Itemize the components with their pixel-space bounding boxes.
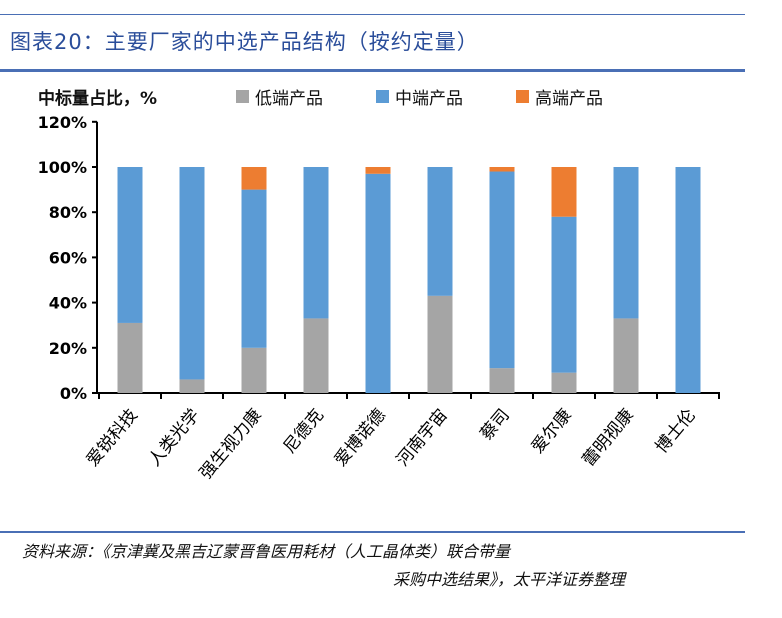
- bar-segment: [427, 167, 453, 296]
- source-note-line1: 资料来源：《京津冀及黑吉辽蒙晋鲁医用耗材（人工晶体类）联合带量: [22, 542, 511, 561]
- bottom-rule: [0, 531, 745, 533]
- bar-segment: [675, 167, 701, 393]
- legend-item-high: 高端产品: [516, 84, 603, 109]
- y-tick-label: 80%: [49, 203, 87, 222]
- bar-segment: [179, 167, 205, 380]
- x-tick-label: 尼德克: [280, 405, 328, 457]
- x-tick-label: 博士伦: [652, 405, 700, 457]
- bar-segment: [365, 173, 391, 393]
- bar-segment: [489, 171, 515, 369]
- bar-segment: [179, 379, 205, 393]
- legend-item-mid: 中端产品: [376, 84, 463, 109]
- x-tick-label: 爱锐科技: [83, 405, 142, 470]
- chart-title: 图表20：主要厂家的中选产品结构（按约定量）: [10, 30, 479, 54]
- x-tick-label: 蔡司: [477, 405, 514, 444]
- x-tick-label: 蕾明视康: [579, 405, 638, 470]
- bar-segment: [117, 167, 143, 323]
- legend-swatch: [236, 90, 249, 103]
- bar-segment: [241, 347, 267, 393]
- legend-label: 低端产品: [255, 89, 323, 109]
- x-tick-label: 爱尔康: [528, 405, 576, 457]
- legend-label: 中端产品: [395, 89, 463, 109]
- y-axis-label: 中标量占比，%: [38, 89, 158, 109]
- y-tick-label: 40%: [49, 294, 87, 313]
- bar-segment: [117, 322, 143, 393]
- bar-segment: [303, 167, 329, 319]
- bar-segment: [303, 318, 329, 393]
- y-tick-label: 100%: [38, 158, 87, 177]
- title-rule: [0, 69, 745, 72]
- y-tick-label: 120%: [38, 113, 87, 132]
- legend-swatch: [376, 90, 389, 103]
- y-tick-label: 60%: [49, 248, 87, 267]
- x-tick-label: 河南宇宙: [393, 405, 452, 470]
- bar-segment: [489, 368, 515, 393]
- bar-segment: [551, 216, 577, 373]
- bar-segment: [613, 167, 639, 319]
- x-tick-label: 人类光学: [145, 405, 204, 470]
- bar-segment: [365, 167, 391, 174]
- bar-segment: [551, 167, 577, 217]
- bar-segment: [427, 295, 453, 393]
- legend-swatch: [516, 90, 529, 103]
- legend-label: 高端产品: [535, 89, 603, 109]
- x-tick-label: 爱博诺德: [331, 405, 390, 470]
- source-note-line2: 采购中选结果》，太平洋证券整理: [393, 570, 626, 589]
- bar-segment: [613, 318, 639, 393]
- bar-segment: [241, 189, 267, 348]
- x-tick-label: 强生视力康: [196, 405, 266, 483]
- top-rule: [0, 14, 745, 15]
- y-tick-label: 20%: [49, 339, 87, 358]
- legend-item-low: 低端产品: [236, 84, 323, 109]
- y-tick-label: 0%: [60, 384, 87, 403]
- bar-segment: [489, 167, 515, 172]
- bar-segment: [241, 167, 267, 190]
- bar-segment: [551, 372, 577, 393]
